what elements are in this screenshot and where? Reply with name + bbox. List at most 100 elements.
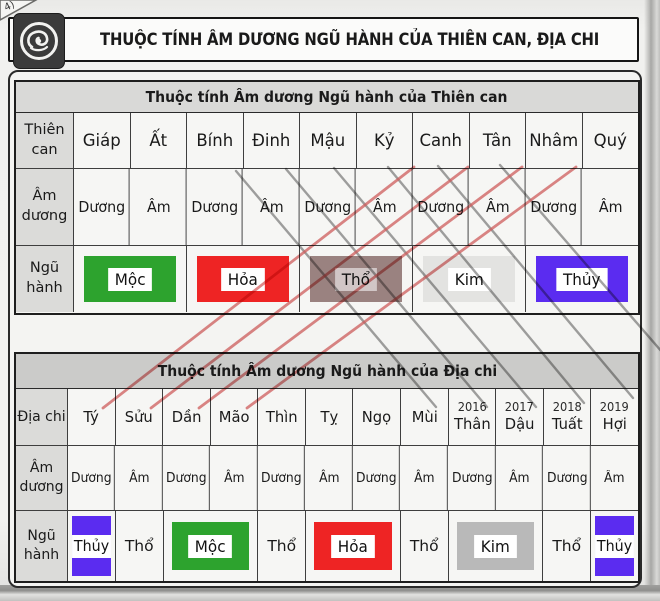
element-label: Hỏa [331,534,375,558]
chi-name: Thân [453,415,491,433]
table-row-ngu-hanh: Ngũ hành Thủy Thổ Mộc Thổ Hỏa Thổ Kim Thổ Thủy [16,511,638,581]
row-header-ngu-hanh: Ngũ hành [16,246,74,312]
table-row-am-duong: Âm dương Dương Âm Dương Âm Dương Âm Dương Âm Dươ… [16,446,638,511]
am-duong-cell: Âm [212,446,258,510]
thien-can-table-title: Thuộc tính Âm dương Ngũ hành của Thiên c… [16,82,638,113]
am-duong-cell: Dương [260,446,305,510]
dia-chi-cell: Tý [68,389,116,445]
am-duong-cell: Dương [164,446,210,510]
dia-chi-cell: Sửu [116,389,164,445]
ngu-hanh-cell: Thổ [401,511,449,581]
thien-can-table: Thuộc tính Âm dương Ngũ hành của Thiên c… [14,80,640,315]
element-label: Thủy [595,534,635,558]
ngu-hanh-cell: Hỏa [187,246,300,312]
row-header-ngu-hanh: Ngũ hành [16,511,68,581]
dia-chi-cell: Thìn [258,389,306,445]
dia-chi-cell: Mão [211,389,259,445]
chi-name: Tỵ [320,408,339,426]
element-block: Mộc [171,522,250,570]
ngu-hanh-cell: Thủy [526,246,638,312]
dia-chi-cell: 2016 Thân [449,389,497,445]
thien-can-cell: Canh [413,113,470,168]
am-duong-cell: Dương [69,446,115,510]
element-block: Hỏa [197,256,289,302]
am-duong-cell: Âm [358,169,412,245]
table-row-ngu-hanh: Ngũ hành Mộc Hỏa Thổ Kim Thủy [16,246,638,312]
chi-name: Ngọ [362,408,392,426]
am-duong-cell: Âm [402,446,448,510]
page-right-edge [644,0,660,601]
page-header-banner: THUỘC TÍNH ÂM DƯƠNG NGŨ HÀNH CỦA THIÊN C… [8,13,639,69]
thien-can-cell: Ất [131,113,187,168]
chi-name: Dần [171,408,202,426]
table-row-dia-chi: Địa chi Tý Sửu Dần Mão Thìn Tỵ Ngọ Mùi 2016 Thân 2… [16,389,638,446]
year-label: 2017 [504,400,535,414]
element-block: Thủy [71,516,111,576]
dia-chi-table: Thuộc tính Âm dương Ngũ hành của Địa chi… [14,352,640,583]
chi-name: Mùi [411,408,438,426]
element-block: Kim [423,256,515,302]
dia-chi-cell: Tỵ [306,389,354,445]
am-duong-cell: Âm [497,446,543,510]
year-label: 2019 [600,400,630,414]
corner-mark-text: 4) [3,0,17,14]
table-row-am-duong: Âm dương Dương Âm Dương Âm Dương Âm Dương Âm Dươ… [16,169,638,246]
chi-name: Tý [83,408,100,426]
ngu-hanh-cell: Thổ [300,246,413,312]
am-duong-cell: Dương [545,446,591,510]
dia-chi-cell: Dần [163,389,211,445]
page-bottom-edge [0,585,660,601]
dia-chi-cell: 2018 Tuất [544,389,592,445]
row-header-am-duong: Âm dương [16,446,68,510]
thien-can-cell: Kỷ [357,113,413,168]
element-block: Thổ [310,256,402,302]
am-duong-cell: Dương [188,169,243,245]
ngu-hanh-cell: Kim [413,246,526,312]
element-label: Thủy [71,534,111,558]
row-header-dia-chi: Địa chi [16,389,68,445]
am-duong-cell: Âm [471,169,525,245]
am-duong-cell: Âm [598,198,623,216]
dia-chi-cell: Mùi [401,389,449,445]
element-label: Thổ [335,267,377,291]
chi-name: Tuất [551,415,583,433]
thien-can-cell: Mậu [300,113,357,168]
chi-name: Dậu [504,415,535,433]
page-corner-fold: 4) [0,0,38,21]
ngu-hanh-cell: Thổ [116,511,164,581]
am-duong-cell: Âm [307,446,353,510]
am-duong-cell: Dương [414,169,469,245]
thien-can-cell: Đinh [244,113,300,168]
dragon-seal-icon [13,13,65,69]
year-label: 2016 [457,400,487,414]
ngu-hanh-cell: Thổ [258,511,307,581]
element-block: Kim [456,522,535,570]
ngu-hanh-cell: Mộc [164,511,259,581]
element-block: Hỏa [314,522,392,570]
chi-name: Mão [218,408,250,426]
element-label: Mộc [107,267,153,291]
dia-chi-cell: Ngọ [353,389,402,445]
chi-name: Thìn [265,408,298,426]
thien-can-cell: Quý [593,131,627,150]
table-row-thien-can: Thiên can Giáp Ất Bính Đinh Mậu Kỷ Canh Tân Nhâm… [16,113,638,169]
am-duong-cell: Âm [132,169,186,245]
element-label: Kim [447,267,491,291]
am-duong-cell: Âm [604,470,625,486]
am-duong-cell: Dương [75,169,130,245]
thien-can-cell: Tân [470,113,526,168]
am-duong-cell: Dương [450,446,496,510]
element-label: Kim [474,534,517,558]
am-duong-cell: Dương [301,169,356,245]
thien-can-cell: Nhâm [526,113,583,168]
ngu-hanh-cell: Thủy [68,511,116,581]
ngu-hanh-cell: Thủy [591,511,638,581]
ngu-hanh-cell: Kim [449,511,544,581]
row-header-thien-can: Thiên can [16,113,74,168]
ngu-hanh-cell: Hỏa [306,511,401,581]
element-label: Mộc [188,534,233,558]
dia-chi-table-title: Thuộc tính Âm dương Ngũ hành của Địa chi [16,354,638,389]
year-label: 2018 [552,400,582,414]
am-duong-cell: Âm [245,169,299,245]
